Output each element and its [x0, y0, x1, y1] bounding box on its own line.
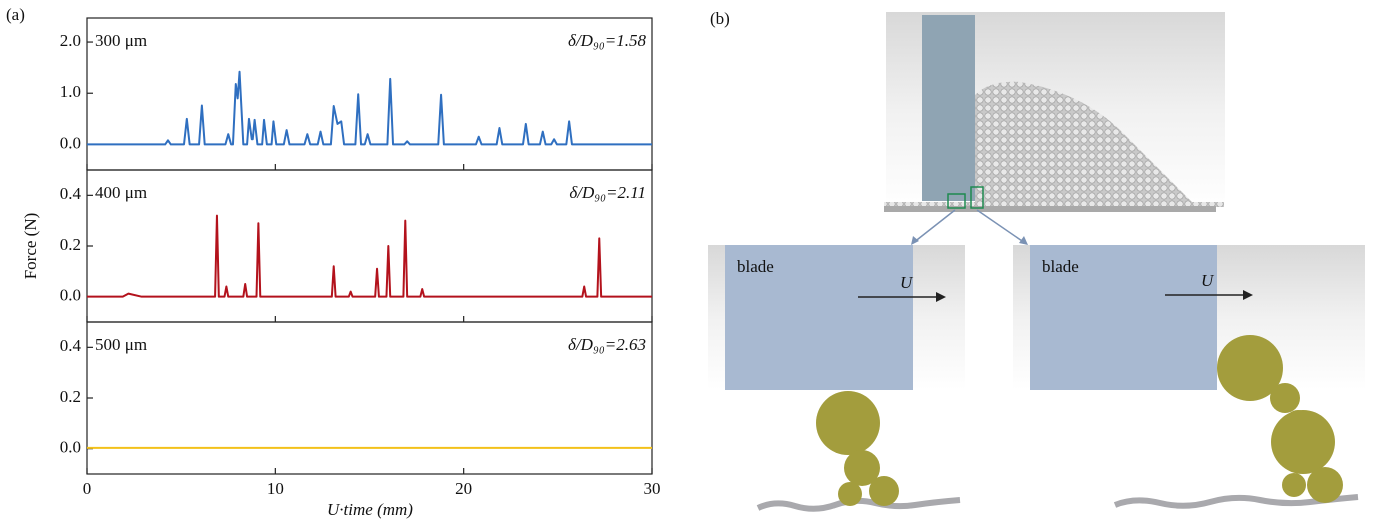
size-annotation: 500 μm: [95, 335, 147, 354]
velocity-label: U: [1201, 271, 1215, 290]
arrow-head: [911, 236, 919, 245]
diagram: blade U blade U: [708, 12, 1365, 512]
arrow: [912, 209, 956, 244]
arrow: [976, 209, 1026, 244]
blade: [922, 15, 975, 201]
arrow-head: [936, 292, 946, 302]
size-annotation: 400 μm: [95, 183, 147, 202]
ratio-annotation: δ/D₉₀=2.63: [568, 335, 646, 354]
ratio-annotation: δ/D₉₀=2.11: [569, 183, 646, 202]
y-tick-label: 0.2: [60, 235, 81, 254]
plot-frame: [86, 169, 653, 323]
zoom-box: [947, 193, 966, 209]
x-tick-label: 10: [267, 479, 284, 498]
y-tick-label: 0.0: [60, 286, 81, 305]
force-line: [87, 214, 652, 298]
panel-label: (b): [710, 9, 730, 28]
y-tick-label: 0.0: [60, 133, 81, 152]
size-annotation: 300 μm: [95, 31, 147, 50]
y-tick-label: 0.4: [60, 184, 82, 203]
y-tick-label: 1.0: [60, 82, 81, 101]
ratio-annotation: δ/D₉₀=1.58: [568, 31, 646, 50]
x-axis-label: U·time (mm): [327, 500, 413, 519]
powder-pile: [975, 81, 1195, 205]
substrate: [1113, 494, 1359, 509]
particles: [1217, 335, 1343, 503]
zoom-box: [970, 186, 984, 209]
powder-layer: [884, 202, 1224, 207]
x-tick-label: 0: [83, 479, 92, 498]
y-tick-label: 0.2: [60, 387, 81, 406]
y-tick-label: 0.0: [60, 438, 81, 457]
arrow-head: [1243, 290, 1253, 300]
y-axis-label: Force (N): [21, 213, 40, 280]
force-line: [87, 70, 652, 146]
y-tick-label: 2.0: [60, 31, 81, 50]
velocity-label: U: [900, 273, 914, 292]
arrow-head: [1019, 236, 1028, 245]
substrate: [884, 206, 1216, 212]
particles: [816, 391, 899, 506]
blade-label: blade: [1042, 257, 1079, 276]
blade: [725, 245, 913, 390]
blade: [1030, 245, 1217, 390]
x-tick-label: 20: [455, 479, 472, 498]
blade-label: blade: [737, 257, 774, 276]
panel-label: (a): [6, 5, 25, 24]
x-tick-label: 30: [644, 479, 661, 498]
y-tick-label: 0.4: [60, 336, 82, 355]
